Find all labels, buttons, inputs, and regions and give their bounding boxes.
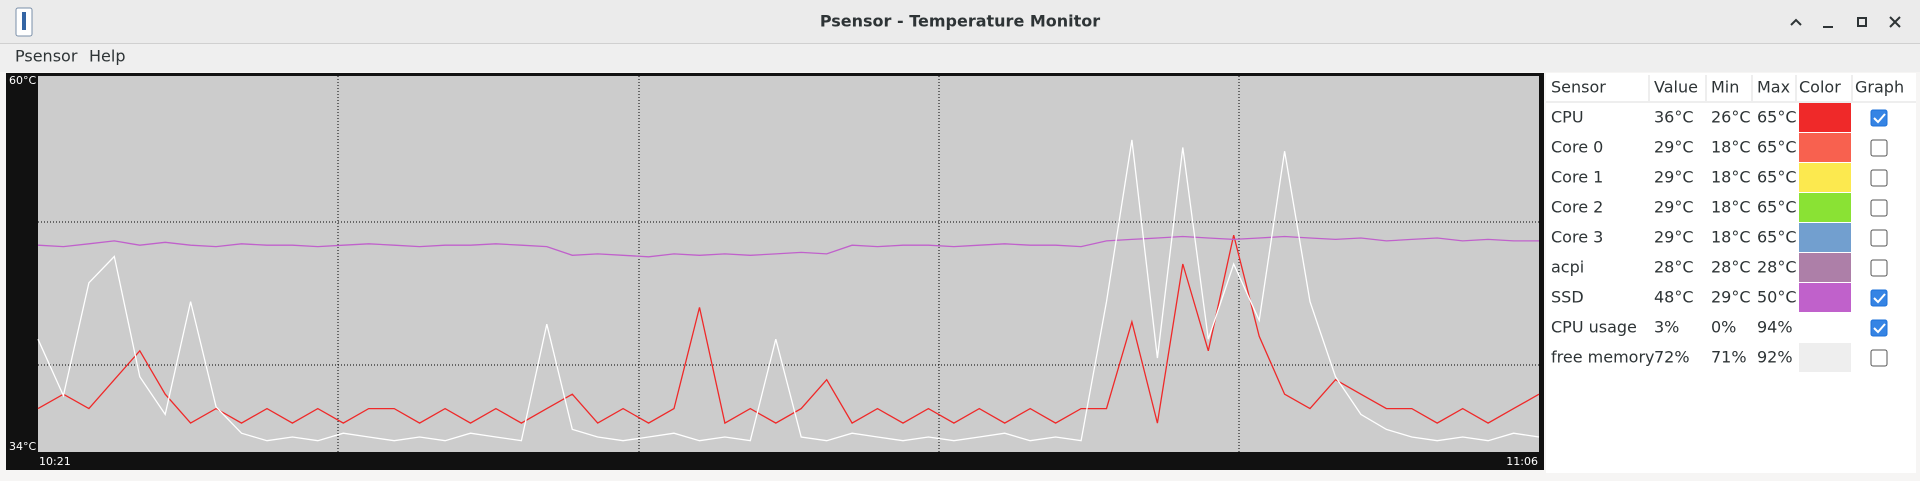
table-cell: 72% [1654, 348, 1690, 367]
table-cell: 18°C [1711, 168, 1751, 187]
graph-checkbox[interactable] [1870, 139, 1888, 157]
table-cell: 28°C [1711, 258, 1751, 277]
title-bar [0, 0, 1920, 44]
graph-checkbox[interactable] [1870, 109, 1888, 127]
color-swatch[interactable] [1799, 343, 1851, 372]
graph-checkbox[interactable] [1870, 199, 1888, 217]
table-cell: 18°C [1711, 228, 1751, 247]
column-header[interactable]: Max [1757, 78, 1790, 97]
y-tick-label: 60°C [9, 74, 36, 87]
menu-item[interactable]: Help [89, 47, 125, 66]
table-cell: 65°C [1757, 228, 1797, 247]
maximize-up-button[interactable] [1790, 18, 1802, 26]
window-title: Psensor - Temperature Monitor [820, 12, 1100, 31]
table-cell: 65°C [1757, 108, 1797, 127]
table-cell: 18°C [1711, 198, 1751, 217]
table-cell: 28°C [1757, 258, 1797, 277]
color-swatch[interactable] [1799, 133, 1851, 162]
column-header[interactable]: Graph [1855, 78, 1904, 97]
color-swatch[interactable] [1799, 193, 1851, 222]
color-swatch[interactable] [1799, 163, 1851, 192]
plot-area [38, 76, 1539, 452]
sensor-table: Sensor Value Min Max Color Graph CPU 36°C 26°C 65… [1546, 73, 1916, 473]
series-line [37, 234, 1540, 425]
table-cell: 29°C [1654, 198, 1694, 217]
table-cell: 94% [1757, 318, 1793, 337]
table-cell: 50°C [1757, 288, 1797, 307]
table-cell: 65°C [1757, 198, 1797, 217]
table-cell: 92% [1757, 348, 1793, 367]
check-mark [1873, 323, 1886, 334]
color-swatch[interactable] [1799, 103, 1851, 132]
table-cell: 71% [1711, 348, 1747, 367]
title-bar-border [0, 43, 1920, 44]
x-start-label: 10:21 [39, 455, 71, 468]
color-swatch[interactable] [1799, 223, 1851, 252]
table-cell: 29°C [1654, 228, 1694, 247]
restore-button[interactable] [1857, 17, 1867, 27]
column-header[interactable]: Color [1799, 78, 1841, 97]
table-cell: Core 1 [1551, 168, 1603, 187]
column-header[interactable]: Value [1654, 78, 1698, 97]
x-end-label: 11:06 [1506, 455, 1538, 468]
series-line [37, 139, 1540, 442]
series-line [37, 235, 1539, 258]
table-cell: CPU [1551, 108, 1584, 127]
table-cell: Core 3 [1551, 228, 1603, 247]
table-cell: 48°C [1654, 288, 1694, 307]
table-cell: Core 0 [1551, 138, 1603, 157]
graph-checkbox[interactable] [1870, 259, 1888, 277]
table-cell: 29°C [1654, 138, 1694, 157]
table-cell: 36°C [1654, 108, 1694, 127]
table-cell: 29°C [1711, 288, 1751, 307]
table-cell: 29°C [1654, 168, 1694, 187]
table-cell: 3% [1654, 318, 1679, 337]
table-cell: 65°C [1757, 138, 1797, 157]
column-header[interactable]: Sensor [1551, 78, 1606, 97]
close-button[interactable] [1889, 16, 1901, 28]
graph-checkbox[interactable] [1870, 319, 1888, 337]
table-cell: 18°C [1711, 138, 1751, 157]
table-cell: CPU usage [1551, 318, 1637, 337]
plot-lines [37, 139, 1540, 442]
table-cell: 26°C [1711, 108, 1751, 127]
color-swatch[interactable] [1799, 283, 1851, 312]
grid [38, 76, 1539, 452]
check-mark [1873, 113, 1886, 124]
table-cell: Core 2 [1551, 198, 1603, 217]
menu-item[interactable]: Psensor [15, 47, 78, 66]
table-cell: SSD [1551, 288, 1584, 307]
table-cell: free memory [1551, 348, 1654, 367]
graph-checkbox[interactable] [1870, 229, 1888, 247]
menu-bar [0, 44, 1920, 72]
table-cell: 65°C [1757, 168, 1797, 187]
color-swatch[interactable] [1799, 253, 1851, 282]
app-icon [15, 7, 33, 37]
check-mark [1873, 293, 1886, 304]
table-cell: 0% [1711, 318, 1736, 337]
table-cell: acpi [1551, 258, 1584, 277]
graph-checkbox[interactable] [1870, 349, 1888, 367]
column-header[interactable]: Min [1711, 78, 1739, 97]
table-cell: 28°C [1654, 258, 1694, 277]
y-tick-label: 34°C [9, 440, 36, 453]
graph-checkbox[interactable] [1870, 289, 1888, 307]
graph-checkbox[interactable] [1870, 169, 1888, 187]
